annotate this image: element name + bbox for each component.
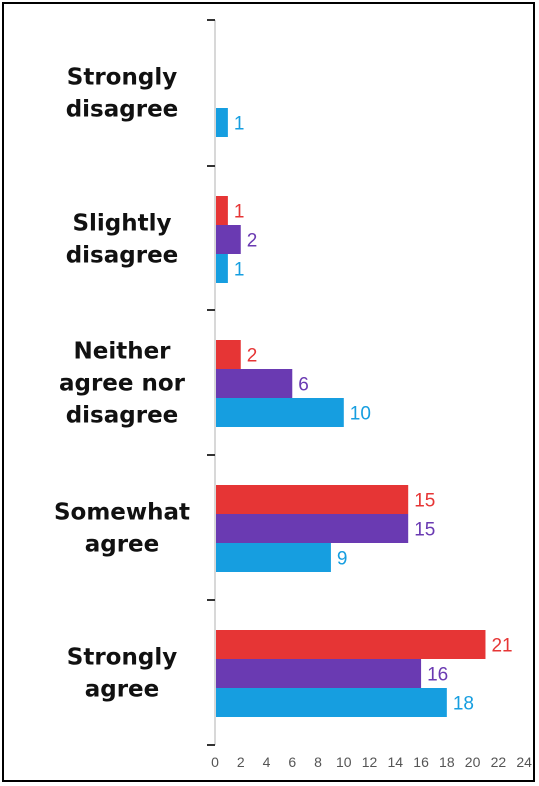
x-tick-label: 8	[314, 754, 322, 770]
bar	[216, 514, 409, 543]
x-tick-label: 16	[413, 754, 429, 770]
data-label: 16	[427, 665, 448, 686]
bar	[216, 196, 228, 225]
x-tick-label: 2	[237, 754, 245, 770]
data-label: 2	[247, 231, 258, 252]
x-tick-label: 20	[465, 754, 481, 770]
data-label: 10	[350, 404, 371, 425]
bar	[216, 485, 409, 514]
category-label: Neither agree nor disagree	[59, 339, 186, 429]
x-tick-label: 24	[516, 754, 532, 770]
axis-layer: 0 2 4 6 8 10 12 14 16 18 20 22 24	[207, 19, 532, 770]
bar	[216, 543, 331, 572]
bar	[216, 225, 241, 254]
data-label: 21	[491, 636, 512, 657]
bar	[216, 659, 422, 688]
x-tick-label: 10	[336, 754, 352, 770]
x-tick-label: 14	[388, 754, 404, 770]
x-tick-label: 0	[211, 754, 219, 770]
bar-chart: 0 2 4 6 8 10 12 14 16 18 20 22 24 Strongly disagree1S…	[54, 19, 532, 770]
bar	[216, 630, 486, 659]
category-label: Strongly disagree	[66, 65, 179, 123]
category-label: Somewhat agree	[54, 500, 190, 558]
data-label: 15	[414, 520, 435, 541]
data-label: 2	[247, 346, 258, 367]
x-tick-label: 22	[491, 754, 507, 770]
bar	[216, 108, 228, 137]
bar	[216, 398, 344, 427]
data-label: 1	[234, 202, 245, 223]
x-tick-label: 4	[263, 754, 271, 770]
category-label: Strongly agree	[67, 645, 177, 703]
bar	[216, 688, 447, 717]
category-label: Slightly disagree	[66, 211, 179, 269]
data-label: 1	[234, 260, 245, 281]
x-tick-label: 12	[362, 754, 378, 770]
data-label: 18	[453, 694, 474, 715]
data-label: 9	[337, 549, 348, 570]
data-label: 15	[414, 491, 435, 512]
bar	[216, 340, 241, 369]
x-tick-label: 18	[439, 754, 455, 770]
x-tick-label: 6	[288, 754, 296, 770]
data-label: 6	[298, 375, 309, 396]
bar	[216, 369, 293, 398]
data-label: 1	[234, 114, 245, 135]
bar	[216, 254, 228, 283]
bar-layer	[216, 108, 486, 717]
